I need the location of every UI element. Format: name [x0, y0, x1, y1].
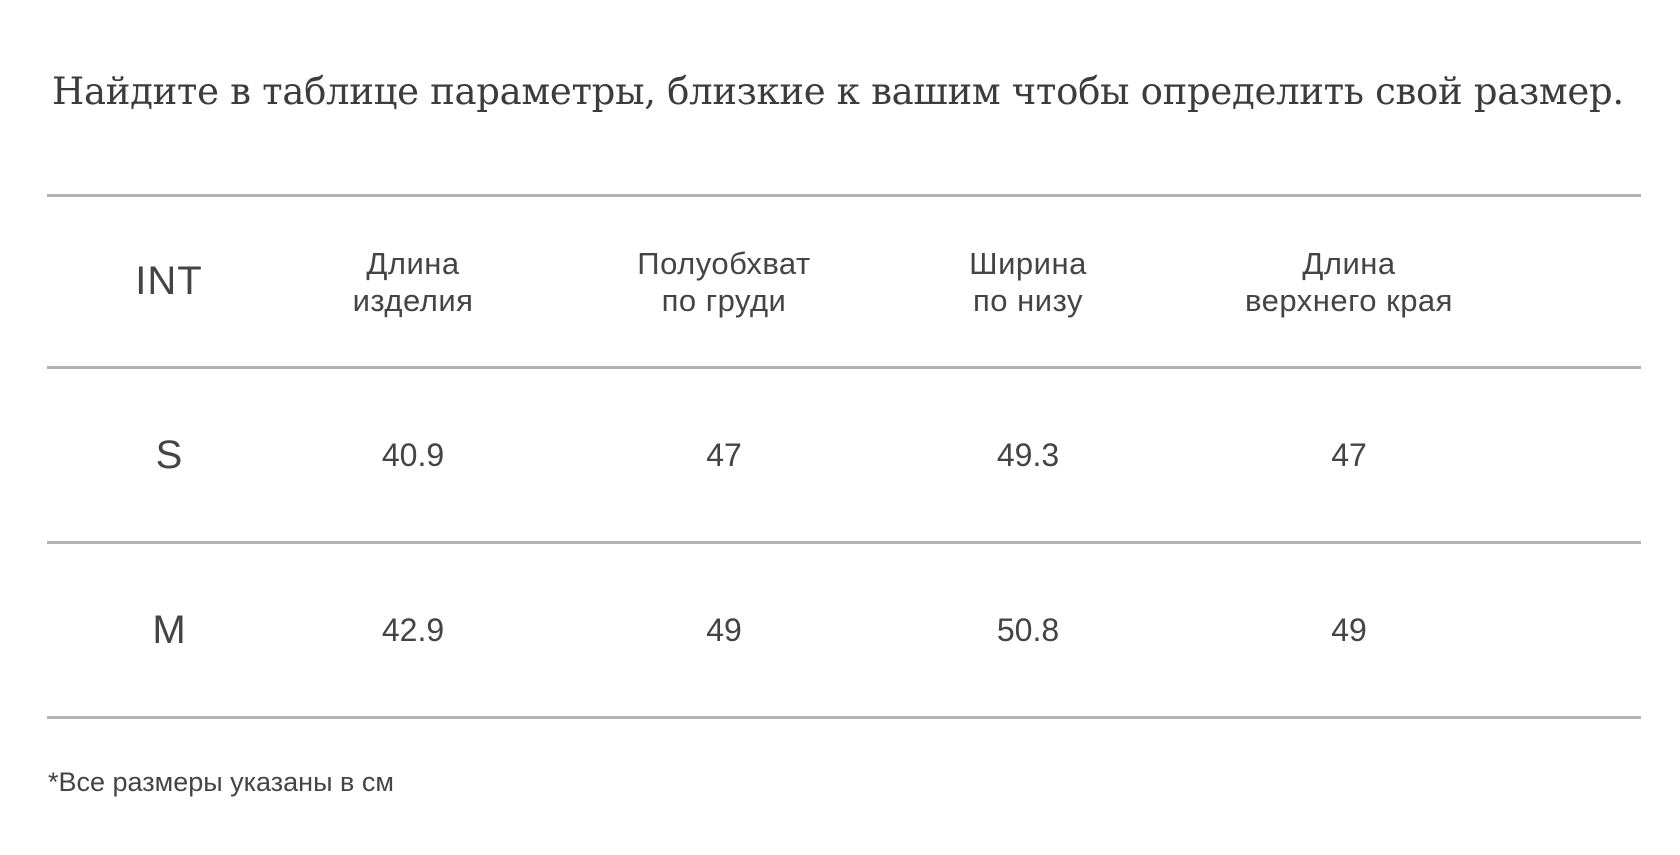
- bottom-width-cell: 50.8: [996, 611, 1060, 648]
- table-row: S 40.9 47 49.3 47: [47, 367, 1641, 543]
- size-chart-table: INT Длина изделия Полуобхват по груди Ши…: [47, 194, 1641, 719]
- bottom-width-cell: 49.3: [996, 436, 1060, 473]
- header-top-length: Длина верхнего края: [1245, 245, 1453, 318]
- header-length: Длина изделия: [352, 245, 474, 318]
- size-cell: M: [152, 607, 186, 652]
- top-length-cell: 47: [1331, 436, 1367, 473]
- table-header-row: INT Длина изделия Полуобхват по груди Ши…: [47, 195, 1641, 368]
- length-cell: 42.9: [381, 611, 445, 648]
- top-length-cell: 49: [1331, 611, 1367, 648]
- spacer-cell: [1555, 368, 1641, 543]
- footnote: *Все размеры указаны в см: [48, 767, 394, 797]
- length-cell: 40.9: [381, 436, 445, 473]
- spacer-cell: [1555, 543, 1641, 718]
- header-spacer: [1555, 196, 1641, 368]
- chest-cell: 47: [706, 436, 742, 473]
- header-int: INT: [135, 259, 203, 303]
- page-heading: Найдите в таблице параметры, близкие к в…: [52, 70, 1624, 113]
- chest-cell: 49: [706, 611, 742, 648]
- table-row: M 42.9 49 50.8 49: [47, 542, 1641, 718]
- header-bottom-width: Ширина по низу: [969, 245, 1087, 318]
- size-cell: S: [155, 432, 183, 477]
- header-chest: Полуобхват по груди: [637, 245, 811, 318]
